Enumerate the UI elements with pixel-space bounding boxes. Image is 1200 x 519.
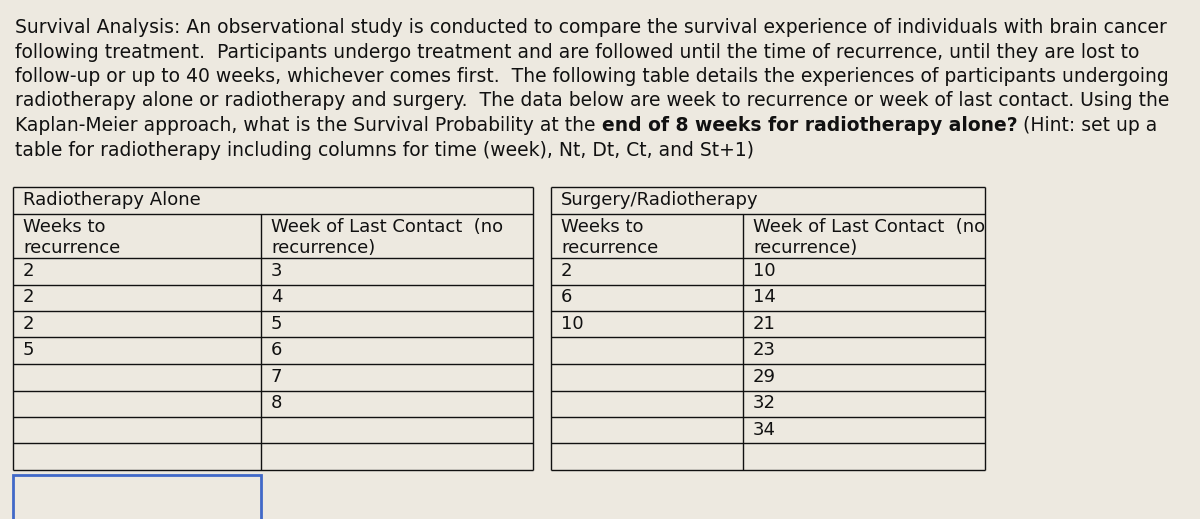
- Text: 10: 10: [562, 315, 583, 333]
- Text: 6: 6: [271, 342, 282, 360]
- Text: 2: 2: [23, 262, 35, 280]
- Text: 4: 4: [271, 289, 282, 307]
- Text: 21: 21: [754, 315, 776, 333]
- Text: Radiotherapy Alone: Radiotherapy Alone: [23, 191, 200, 209]
- Text: 14: 14: [754, 289, 776, 307]
- Text: 32: 32: [754, 394, 776, 413]
- Text: (Hint: set up a: (Hint: set up a: [1018, 116, 1157, 135]
- Text: Surgery/Radiotherapy: Surgery/Radiotherapy: [562, 191, 758, 209]
- Text: 3: 3: [271, 262, 282, 280]
- Text: 5: 5: [271, 315, 282, 333]
- Text: follow-up or up to 40 weeks, whichever comes first.  The following table details: follow-up or up to 40 weeks, whichever c…: [14, 67, 1169, 86]
- Bar: [13, 475, 262, 519]
- Text: 29: 29: [754, 368, 776, 386]
- Text: following treatment.  Participants undergo treatment and are followed until the : following treatment. Participants underg…: [14, 43, 1139, 61]
- Text: 6: 6: [562, 289, 572, 307]
- Text: 8: 8: [271, 394, 282, 413]
- Text: 10: 10: [754, 262, 775, 280]
- Text: Week of Last Contact  (no
recurrence): Week of Last Contact (no recurrence): [271, 218, 503, 257]
- Text: 7: 7: [271, 368, 282, 386]
- Text: 34: 34: [754, 421, 776, 439]
- Text: 23: 23: [754, 342, 776, 360]
- Text: Weeks to
recurrence: Weeks to recurrence: [23, 218, 120, 257]
- Text: radiotherapy alone or radiotherapy and surgery.  The data below are week to recu: radiotherapy alone or radiotherapy and s…: [14, 91, 1169, 111]
- Text: Kaplan-Meier approach, what is the Survival Probability at the: Kaplan-Meier approach, what is the Survi…: [14, 116, 601, 135]
- Text: Survival Analysis: An observational study is conducted to compare the survival e: Survival Analysis: An observational stud…: [14, 18, 1166, 37]
- Text: Weeks to
recurrence: Weeks to recurrence: [562, 218, 659, 257]
- Text: 2: 2: [23, 315, 35, 333]
- Text: end of 8 weeks for radiotherapy alone?: end of 8 weeks for radiotherapy alone?: [601, 116, 1018, 135]
- Text: table for radiotherapy including columns for time (week), Nt, Dt, Ct, and St+1): table for radiotherapy including columns…: [14, 141, 754, 159]
- Text: Week of Last Contact  (no
recurrence): Week of Last Contact (no recurrence): [754, 218, 985, 257]
- Text: 5: 5: [23, 342, 35, 360]
- Text: 2: 2: [23, 289, 35, 307]
- Text: 2: 2: [562, 262, 572, 280]
